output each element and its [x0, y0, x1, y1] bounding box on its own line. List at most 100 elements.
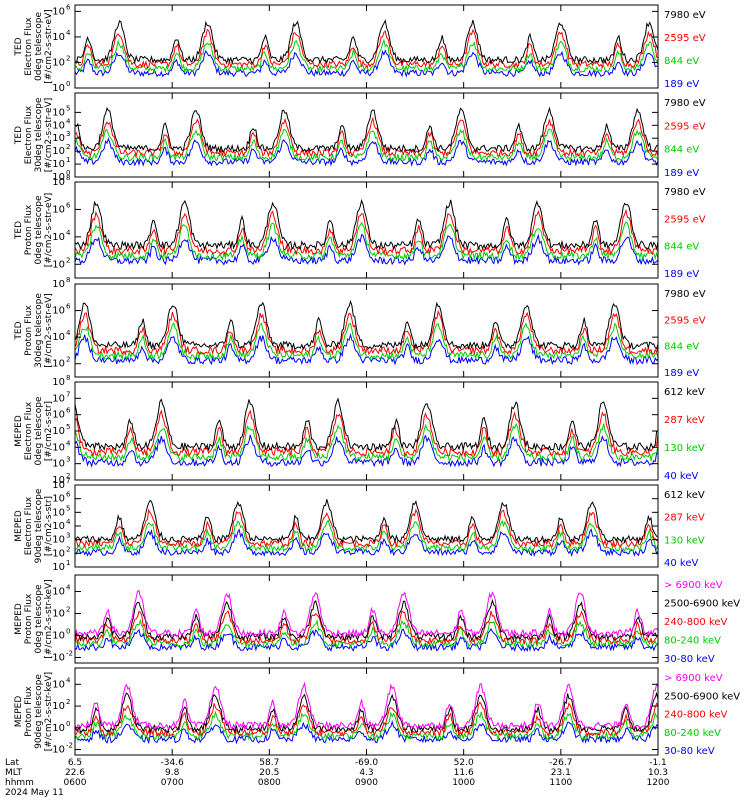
- panel-traces: [75, 299, 658, 366]
- y-axis-label: TED: [14, 321, 24, 340]
- y-tick-exponent: 3: [66, 532, 70, 540]
- y-tick-exponent: 1: [66, 156, 70, 164]
- y-axis-label: Electron Flux: [24, 496, 34, 555]
- y-axis-label: 0deg telescope: [34, 584, 44, 654]
- y-tick-label: 10: [52, 475, 65, 486]
- y-tick-label: 10: [52, 332, 65, 343]
- series-line: [75, 508, 658, 549]
- y-tick-exponent: 4: [66, 439, 71, 447]
- y-tick-label: 10: [52, 232, 65, 243]
- y-tick-exponent: 4: [66, 518, 71, 526]
- y-tick-label: 10: [52, 521, 65, 532]
- y-tick-label: 10: [52, 480, 65, 491]
- y-tick-label: 10: [52, 120, 65, 131]
- legend-entry: 30-80 keV: [664, 654, 715, 665]
- legend-entry: 844 eV: [664, 145, 699, 156]
- y-tick-exponent: 4: [66, 329, 71, 337]
- x-row-value: 1000: [452, 778, 475, 788]
- y-tick-exponent: 6: [66, 201, 71, 209]
- legend-entry: 130 keV: [664, 535, 705, 546]
- y-tick-label: 10: [52, 177, 65, 188]
- legend-entry: 612 keV: [664, 387, 705, 398]
- y-tick-exponent: -2: [66, 742, 73, 750]
- legend-entry: > 6900 keV: [664, 673, 723, 684]
- y-tick-label: 10: [52, 204, 65, 215]
- y-axis-label: TED: [14, 37, 24, 56]
- y-axis-label: Proton Flux: [24, 305, 34, 356]
- y-tick-exponent: 4: [66, 584, 71, 592]
- panel-frame: [74, 667, 659, 756]
- y-tick-exponent: 4: [66, 29, 71, 37]
- legend-entry: 7980 eV: [664, 289, 706, 300]
- y-axis-label: MEPED: [14, 696, 24, 728]
- y-tick-exponent: 2: [66, 143, 70, 151]
- series-line: [75, 332, 658, 366]
- y-axis-label: [#/cm2-s-str-eV]: [44, 98, 54, 173]
- x-row-value: -1.1: [649, 758, 667, 768]
- y-axis-label: 0deg telescope: [34, 12, 44, 82]
- y-axis-label: Electron Flux: [24, 401, 34, 460]
- panel-traces: [75, 19, 658, 78]
- x-row-value: -69.0: [355, 758, 379, 768]
- legend-entry: 40 keV: [664, 471, 698, 482]
- legend-entry: 240-800 keV: [664, 617, 728, 628]
- series-line: [75, 137, 658, 167]
- y-axis-label: MEPED: [14, 603, 24, 635]
- y-tick-exponent: 3: [66, 130, 70, 138]
- y-axis-label: 30deg telescope: [34, 97, 44, 172]
- series-line: [75, 681, 658, 731]
- y-tick-exponent: 2: [66, 256, 70, 264]
- x-row-value: 20.5: [259, 768, 279, 778]
- y-axis-label: Proton Flux: [24, 593, 34, 644]
- x-row-value: -34.6: [161, 758, 185, 768]
- series-line: [75, 221, 658, 261]
- y-tick-label: 10: [52, 494, 65, 505]
- y-tick-exponent: 8: [66, 374, 70, 382]
- y-tick-exponent: 0: [66, 628, 70, 636]
- x-row-value: 10.3: [648, 768, 668, 778]
- series-line: [75, 610, 658, 646]
- y-axis-label: Proton Flux: [24, 204, 34, 255]
- legend-entry: 7980 eV: [664, 187, 706, 198]
- series-line: [75, 618, 658, 649]
- y-tick-exponent: 0: [66, 80, 70, 88]
- x-row-value: 1200: [647, 778, 670, 788]
- y-tick-label: 10: [52, 410, 65, 421]
- y-tick-label: 10: [52, 146, 65, 157]
- y-axis-label: [#/cm2-s-str-eV]: [44, 193, 54, 268]
- x-row-value: 4.3: [359, 768, 373, 778]
- x-row-value: 0800: [258, 778, 281, 788]
- y-tick-label: 10: [52, 548, 65, 559]
- legend-entry: 30-80 keV: [664, 746, 715, 757]
- y-axis-label: [#/cm2-s-str-eV]: [44, 293, 54, 368]
- panel-traces: [75, 397, 658, 469]
- y-axis-label: [#/cm2-s-str]: [44, 496, 54, 556]
- panel-traces: [75, 106, 658, 167]
- panel-frame: [74, 574, 659, 664]
- y-tick-exponent: 4: [66, 229, 71, 237]
- y-tick-label: 10: [52, 442, 65, 453]
- y-tick-label: 10: [52, 609, 65, 620]
- y-tick-exponent: 3: [66, 456, 70, 464]
- y-tick-label: 10: [52, 507, 65, 518]
- series-line: [75, 322, 658, 361]
- y-tick-label: 10: [52, 32, 65, 43]
- y-tick-exponent: 1: [66, 559, 70, 567]
- y-tick-exponent: -2: [66, 650, 73, 658]
- legend-entry: 612 keV: [664, 490, 705, 501]
- series-line: [75, 208, 658, 256]
- y-axis-label: [#/cm2-s-str-keV]: [44, 672, 54, 751]
- series-line: [75, 590, 658, 639]
- legend-entry: 7980 eV: [664, 98, 706, 109]
- y-tick-exponent: 2: [66, 472, 70, 480]
- x-row-value: 0600: [64, 778, 87, 788]
- y-axis-label: TED: [14, 221, 24, 240]
- y-tick-exponent: 0: [66, 720, 70, 728]
- legend-entry: 844 eV: [664, 56, 699, 67]
